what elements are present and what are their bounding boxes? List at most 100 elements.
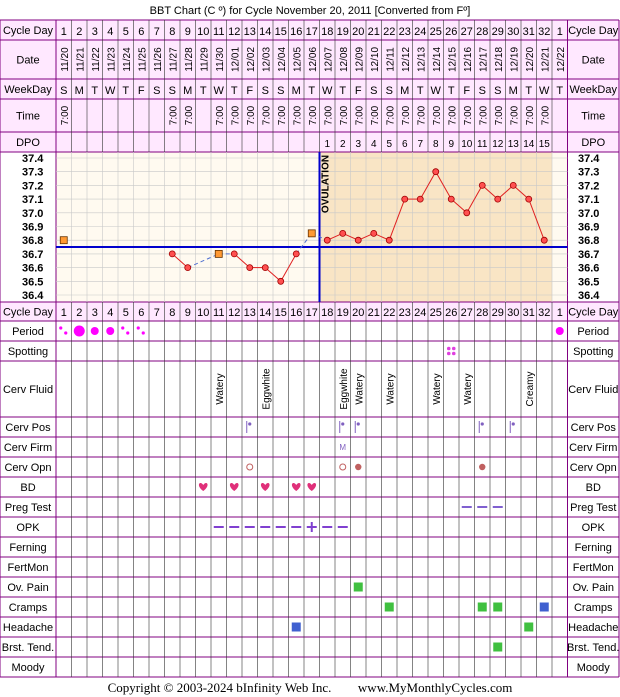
temp-line-segment [466, 185, 483, 214]
cycle-day-label: 3 [92, 307, 98, 319]
dpo-label: 9 [448, 139, 454, 150]
cycle-day-label: 5 [123, 307, 129, 319]
time-label: 7:00 [401, 105, 412, 125]
temp-point-excluded [59, 236, 68, 245]
temp-point [478, 181, 486, 189]
cycle-day-label: 21 [368, 26, 380, 38]
dpo-label: 14 [523, 139, 535, 150]
temp-point [261, 264, 269, 272]
cycle-day-label: 32 [538, 307, 550, 319]
cycle-day-label: 1 [557, 307, 563, 319]
cycle-day-label: 11 [213, 307, 224, 319]
date-label: 12/15 [447, 47, 458, 72]
date-label: 12/05 [292, 47, 303, 72]
period-medium-mark [106, 327, 115, 335]
ovulation-label: OVULATION [321, 155, 332, 213]
cycle-day-label: 1 [61, 26, 67, 38]
cycle-day-label: 24 [414, 26, 426, 38]
temp-point [463, 209, 471, 217]
row-label-left: Cerv Pos [5, 422, 51, 434]
y-tick-label-right: 37.1 [578, 194, 599, 206]
cycle-day-label: 20 [352, 307, 364, 319]
date-label: 11/28 [184, 47, 195, 72]
weekday-label: T [200, 85, 207, 97]
header-row-bg [0, 302, 619, 321]
y-tick-label-left: 37.4 [22, 153, 44, 165]
date-label: 12/11 [385, 47, 396, 72]
cycle-day-label: 28 [476, 26, 488, 38]
cycle-day-label: 21 [368, 307, 380, 319]
cerv-fluid-label: Watery [354, 373, 365, 404]
cerv-opn-filled-mark [355, 463, 362, 471]
spotting-mark [451, 351, 456, 356]
cycle-day-label: 9 [185, 26, 191, 38]
row-label-left: Ferning [9, 542, 46, 554]
cerv-fluid-label: Watery [463, 373, 474, 404]
time-label: 7:00 [184, 105, 195, 125]
temp-point [525, 195, 533, 203]
cycle-day-label: 18 [321, 26, 333, 38]
brst-tend-mark [493, 642, 503, 652]
temp-line-segment [481, 185, 499, 200]
row-label-left: Date [16, 55, 39, 67]
row-label-right: Period [577, 326, 609, 338]
row-label-left: Cerv Firm [4, 442, 52, 454]
time-label: 7:00 [416, 105, 427, 125]
time-label: 7:00 [525, 105, 536, 125]
period-light-mark [59, 326, 63, 330]
time-label: 7:00 [494, 105, 505, 125]
chart-labels: 37.4 37.437.3 37.337.2 37.237.1 37.137.0 37.0… [2, 25, 620, 674]
y-tick-label-right: 37.0 [578, 208, 599, 220]
cycle-day-label: 15 [275, 26, 287, 38]
weekday-label: S [370, 85, 377, 97]
cycle-day-label: 31 [523, 307, 535, 319]
row-label-right: Date [582, 55, 605, 67]
cycle-day-label: 30 [507, 26, 519, 38]
dpo-label: 11 [477, 139, 488, 150]
cycle-day-label: 17 [306, 307, 318, 319]
time-label: 7:00 [261, 105, 272, 125]
weekday-label: T [556, 85, 563, 97]
period-light-mark [121, 326, 125, 330]
date-label: 12/04 [277, 47, 288, 72]
weekday-label: F [246, 85, 253, 97]
site-link[interactable]: www.MyMonthlyCycles.com [357, 680, 513, 695]
y-tick-label-left: 37.2 [22, 180, 43, 192]
cerv-opn-open-mark [246, 463, 254, 471]
temp-point [416, 195, 424, 203]
time-label: 7:00 [230, 105, 241, 125]
temp-point [168, 250, 176, 258]
date-label: 11/29 [199, 47, 210, 72]
date-label: 12/12 [401, 47, 412, 72]
cycle-day-label: 19 [337, 307, 349, 319]
cycle-day-label: 5 [123, 26, 129, 38]
row-label-right: Brst. Tend. [567, 642, 619, 654]
row-label-left: Cycle Day [3, 307, 54, 319]
temp-point [292, 250, 300, 258]
weekday-label: W [431, 85, 442, 97]
row-label-right: FertMon [573, 562, 614, 574]
weekday-label: M [509, 85, 518, 97]
temp-point [246, 264, 254, 272]
cycle-day-label: 12 [228, 26, 240, 38]
temp-point-excluded [307, 229, 316, 238]
time-label: 7:00 [60, 105, 71, 125]
dpo-label: 5 [386, 139, 392, 150]
weekday-label: F [463, 85, 470, 97]
y-tick-label-left: 36.7 [22, 249, 43, 261]
cycle-day-label: 26 [445, 307, 457, 319]
dpo-label: 13 [508, 139, 520, 150]
y-tick-label-left: 36.6 [22, 263, 43, 275]
bd-heart-icon [307, 482, 317, 491]
temp-line-segment [187, 253, 219, 269]
temp-point [540, 236, 548, 244]
y-tick-label-right: 36.6 [578, 263, 599, 275]
time-label: 7:00 [277, 105, 288, 125]
bd-heart-icon [291, 482, 301, 491]
header-row-bg [0, 99, 619, 132]
chart-marks [56, 152, 568, 652]
date-label: 12/10 [370, 47, 381, 72]
cycle-day-label: 8 [169, 26, 175, 38]
row-label-left: BD [20, 482, 35, 494]
period-light-mark [136, 326, 140, 330]
